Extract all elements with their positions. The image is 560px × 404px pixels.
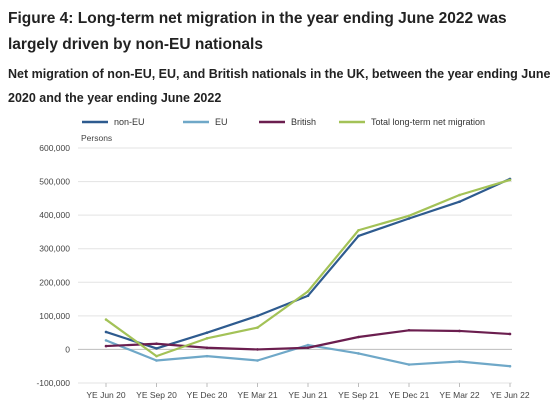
chart-gridlines (78, 147, 512, 384)
series-line (105, 177, 511, 350)
y-tick-label: -100,000 (36, 378, 70, 388)
data-point (256, 314, 259, 318)
y-axis-ticks: 600,000 500,000 400,000 300,000 200,000 100,0… (36, 143, 70, 388)
data-point (205, 354, 209, 358)
data-point (256, 326, 259, 329)
x-tick-label: YE Jun 22 (490, 390, 529, 400)
data-point (407, 328, 411, 332)
chart-legend: non-EU EU British Total long-term net migra… (82, 117, 485, 127)
data-point (357, 335, 360, 339)
data-point (357, 352, 360, 355)
data-point (508, 364, 512, 368)
data-point (306, 290, 310, 293)
x-tick-label: YE Sep 20 (136, 390, 177, 400)
x-tick-label: YE Jun 21 (288, 390, 327, 400)
y-tick-label: 0 (65, 344, 70, 354)
legend-label: non-EU (114, 117, 145, 127)
data-point (104, 339, 108, 342)
data-point (357, 228, 360, 232)
data-point (205, 337, 209, 340)
data-point (306, 343, 310, 347)
data-point (205, 331, 209, 334)
data-point (155, 347, 158, 350)
y-tick-label: 500,000 (39, 177, 70, 187)
data-point (458, 200, 461, 204)
data-point (508, 332, 512, 336)
y-tick-label: 100,000 (39, 311, 70, 321)
x-tick-label: YE Jun 20 (86, 390, 125, 400)
data-point (306, 294, 310, 298)
data-point (104, 318, 108, 321)
y-tick-label: 600,000 (39, 143, 70, 153)
data-point (407, 363, 411, 366)
data-point (458, 329, 461, 333)
data-point (306, 346, 310, 350)
x-tick-label: YE Mar 21 (237, 390, 277, 400)
data-point (357, 234, 360, 238)
x-tick-label: YE Dec 21 (389, 390, 430, 400)
data-point (407, 217, 411, 220)
data-point (155, 359, 158, 362)
y-tick-label: 400,000 (39, 210, 70, 220)
data-point (458, 193, 461, 197)
x-tick-label: YE Dec 20 (187, 390, 228, 400)
figure-title: Figure 4: Long-term net migration in the… (8, 10, 507, 53)
legend-label: British (291, 117, 316, 127)
data-point (458, 360, 461, 363)
data-point (407, 214, 411, 218)
data-point (508, 178, 512, 182)
data-point (256, 348, 259, 351)
data-point (104, 330, 108, 334)
data-point (256, 359, 259, 362)
x-axis-ticks: YE Jun 20 YE Sep 20 YE Dec 20 YE Mar 21 YE J… (86, 383, 530, 400)
data-point (155, 354, 158, 358)
series-line (105, 178, 511, 358)
data-point (104, 344, 108, 348)
x-tick-label: YE Mar 22 (439, 390, 479, 400)
y-tick-label: 300,000 (39, 244, 70, 254)
figure-subtitle: Net migration of non-EU, EU, and British… (8, 67, 551, 105)
data-point (205, 346, 209, 350)
y-tick-label: 200,000 (39, 277, 70, 287)
x-tick-label: YE Sep 21 (338, 390, 379, 400)
y-axis-unit-label: Persons (81, 133, 112, 143)
legend-label: EU (215, 117, 228, 127)
data-point (155, 342, 158, 346)
legend-label: Total long-term net migration (371, 117, 485, 127)
chart-series (104, 177, 512, 368)
